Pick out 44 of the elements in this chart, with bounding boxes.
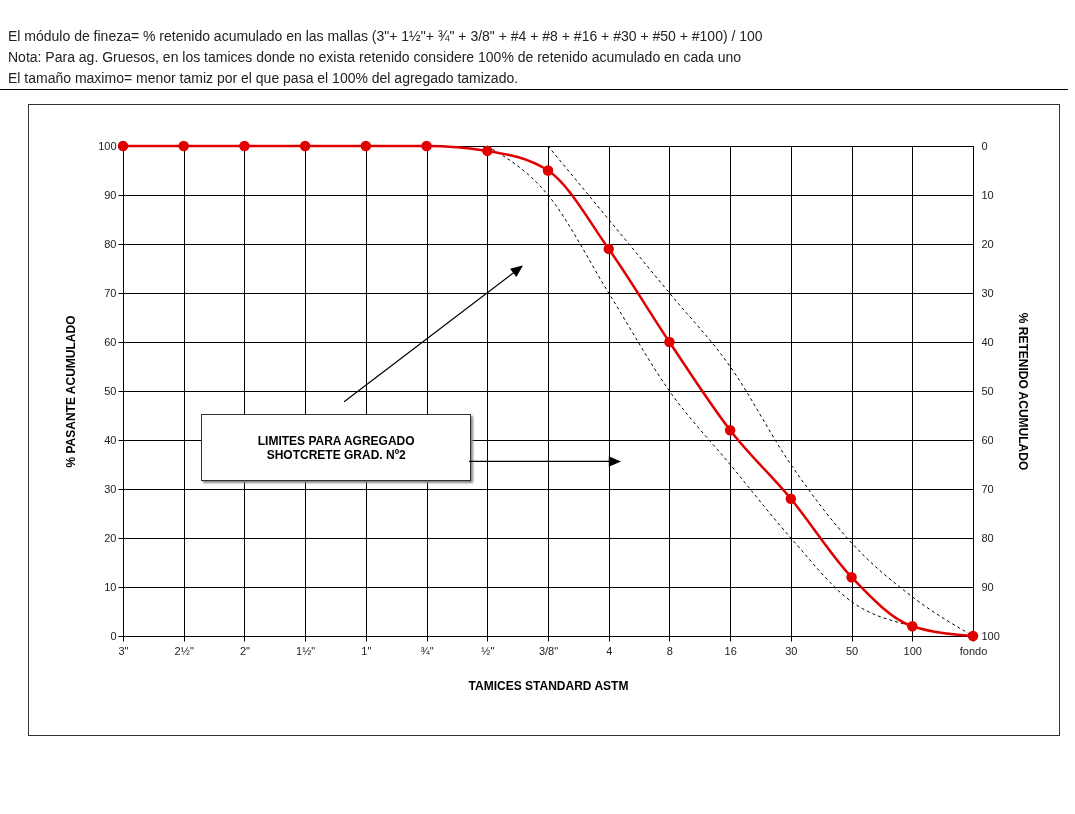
y2-tick-label: 80 — [981, 531, 994, 544]
y-tick-label: 20 — [104, 531, 117, 544]
y2-tick-label: 10 — [981, 188, 994, 201]
x-tick-label: 2½" — [174, 644, 194, 657]
x-tick-label: ½" — [481, 644, 495, 657]
text: Nota: Para ag. Gruesos, en los tamices donde no exista retenido considere 100% de retenido acumulado en cada uno — [8, 48, 743, 67]
y-tick-label: 0 — [110, 629, 117, 642]
y2-tick-label: 100 — [981, 629, 1000, 642]
y-tick-label: 10 — [104, 580, 117, 593]
x-tick-label: 8 — [666, 644, 673, 657]
x-tick-label: 100 — [903, 644, 922, 657]
y2-tick-label: 60 — [981, 433, 994, 446]
x-tick-label: 3/8" — [538, 644, 559, 657]
x-tick-label: fondo — [959, 644, 988, 657]
x-tick-label: 2" — [239, 644, 251, 657]
x-tick-label: 50 — [845, 644, 859, 657]
text: El módulo de fineza= % retenido acumulado en las mallas (3"+ 1½"+ ¾" + 3/8" + #4 + #8 + #16 + #30 + #50 + #100) / 100 — [8, 27, 764, 46]
y-tick-label: 90 — [104, 188, 117, 201]
y2-axis-title: % RETENIDO ACUMULADO — [1015, 312, 1030, 471]
y-axis-title: % PASANTE ACUMULADO — [64, 315, 79, 468]
text: El tamaño maximo= menor tamiz por el que pasa el 100% del agregado tamizado. — [8, 69, 520, 88]
x-axis-title: TAMICES STANDARD ASTM — [468, 678, 629, 693]
y2-tick-label: 0 — [981, 139, 988, 152]
y-tick-label: 60 — [104, 335, 117, 348]
x-tick-label: 16 — [724, 644, 737, 657]
y-tick-label: 70 — [104, 286, 117, 299]
y2-tick-label: 30 — [981, 286, 994, 299]
y2-tick-label: 50 — [981, 384, 994, 397]
x-tick-label: 1" — [361, 644, 372, 657]
x-tick-label: 3" — [118, 644, 129, 657]
y2-tick-label: 20 — [981, 237, 994, 250]
x-tick-label: ¾" — [420, 644, 434, 657]
y-tick-label: 50 — [104, 384, 117, 397]
y2-tick-label: 70 — [981, 482, 994, 495]
x-tick-label: 30 — [785, 644, 798, 657]
y2-tick-label: 40 — [981, 335, 994, 348]
y-tick-label: 40 — [104, 433, 117, 446]
callout-box: LIMITES PARA AGREGADO SHOTCRETE GRAD. Nº2 — [201, 414, 472, 482]
y2-tick-label: 90 — [981, 580, 994, 593]
y-tick-label: 80 — [104, 237, 117, 250]
x-tick-label: 1½" — [296, 644, 316, 657]
x-tick-label: 4 — [606, 644, 613, 657]
y-tick-label: 30 — [104, 482, 117, 495]
y-tick-label: 100 — [98, 139, 117, 152]
